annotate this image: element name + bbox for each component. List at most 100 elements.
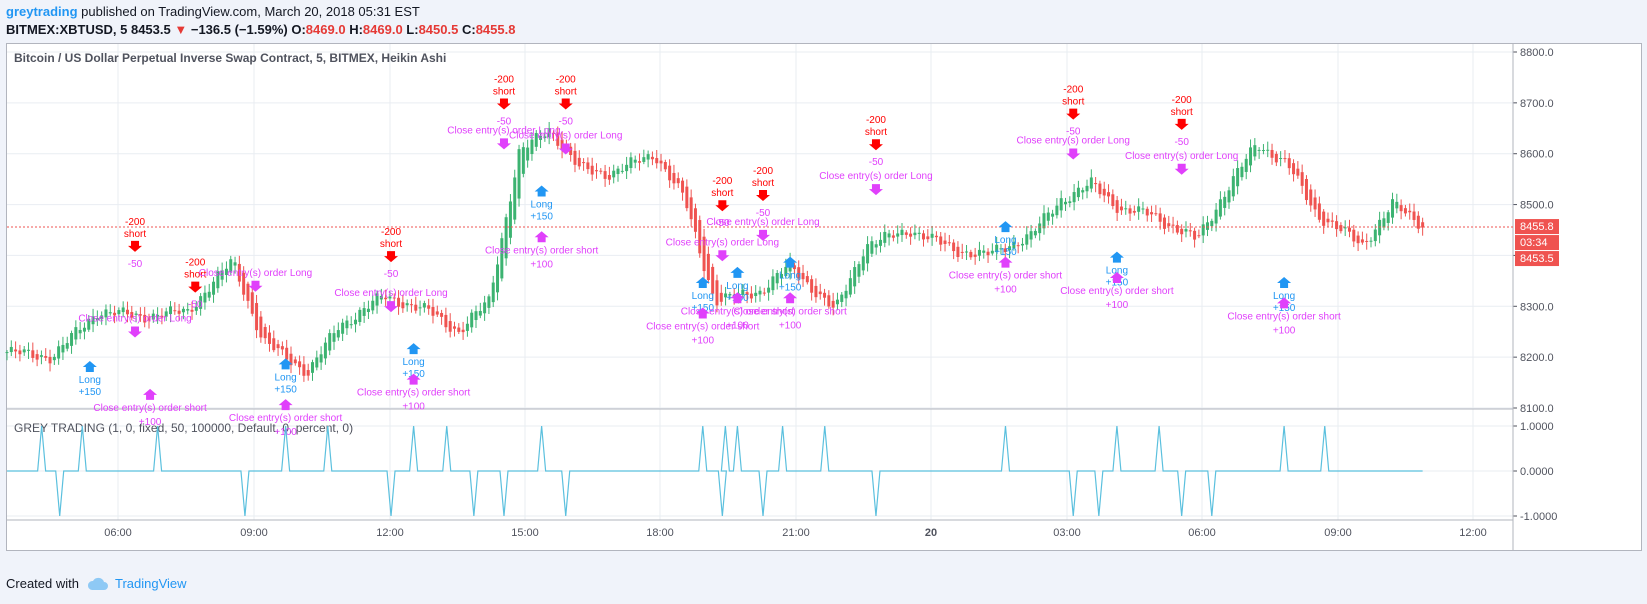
candle-body [672,172,676,184]
candle-body [246,283,250,301]
candle-body [496,264,500,293]
candle-body [1382,218,1386,228]
candle-body [1330,220,1334,222]
candle-body [78,329,82,334]
short-value-label: -200 [494,75,514,86]
short-arrow-icon [1066,108,1081,120]
candle-body [762,292,766,294]
candle-body [513,177,517,220]
candle-body [354,319,358,325]
candle-body [169,306,173,315]
candle-body [1261,150,1265,152]
candle-body [280,346,284,350]
candle-body [91,316,95,325]
candle-body [1391,199,1395,218]
chart-title: Bitcoin / US Dollar Perpetual Inverse Sw… [14,51,446,65]
long-label: Long [79,375,101,386]
candle-body [1076,187,1080,198]
short-label: short [1171,107,1193,118]
candle-body [336,330,340,338]
close-short-arrow-icon [143,388,158,400]
candle-body [52,356,56,361]
close-short-label: Close entry(s) order short [93,403,207,414]
candle-body [18,350,22,355]
candle-body [1279,158,1283,160]
candle-body [276,344,280,349]
candle-body [160,315,164,318]
candle-body [1038,223,1042,234]
candle-body [1012,242,1016,249]
x-tick-label: 06:00 [1188,527,1216,539]
candle-body [1137,206,1141,212]
candle-body [1197,235,1201,237]
candle-body [194,306,198,311]
x-tick-label: 03:00 [1053,527,1081,539]
candle-body [164,311,168,317]
candle-body [444,314,448,328]
candle-body [681,180,685,193]
open-label: O: [291,22,306,37]
candle-body [1309,189,1313,206]
short-arrow-icon [558,98,573,110]
candle-body [947,242,951,244]
candle-body [904,232,908,235]
candle-body [1313,197,1317,210]
candle-body [810,279,814,293]
candle-body [1042,213,1046,229]
candle-body [625,164,629,172]
candle-body [797,267,801,279]
close-long-label: Close entry(s) order Long [509,130,622,141]
high-value: 8469.0 [362,22,403,37]
long-value-label: +150 [79,387,102,398]
candle-body [831,300,835,308]
close-short-label: Close entry(s) order short [681,306,795,317]
candle-body [702,236,706,272]
candle-body [341,322,345,334]
candle-body [1416,215,1420,229]
tradingview-brand: TradingView [114,576,187,591]
candle-body [973,254,977,257]
short-arrow-icon [188,281,203,293]
tradingview-logo[interactable]: TradingView [87,576,187,591]
username-link[interactable]: greytrading [6,4,78,19]
candle-body [1016,245,1020,247]
candle-body [1292,163,1296,175]
y-tick-label: 8200.0 [1520,352,1554,364]
symbol-line: BITMEX:XBTUSD, 5 8453.5 ▼ −136.5 (−1.59%… [6,22,515,37]
candle-body [1085,185,1089,192]
candle-body [440,312,444,317]
candle-body [487,296,491,308]
candle-body [448,321,452,332]
candle-body [594,170,598,172]
candle-body [323,342,327,359]
candle-body [1214,209,1218,224]
candle-body [1128,208,1132,214]
close-long-label: Close entry(s) order Long [78,314,191,325]
candle-body [220,270,224,280]
candle-body [1253,145,1257,157]
close-short-arrow-icon [406,373,421,385]
long-value-label: +150 [1273,303,1296,314]
close-value: 8455.8 [475,22,516,37]
candle-body [1158,213,1162,222]
close-short-label: Close entry(s) order short [357,388,471,399]
candle-body [896,233,900,237]
candle-body [461,329,465,333]
close-arrow-icon [496,138,511,150]
candle-body [805,276,809,283]
candle-body [818,291,822,295]
candle-body [427,305,431,309]
candle-body [827,295,831,307]
candle-body [1064,201,1068,205]
candle-body [939,236,943,245]
candle-body [1378,219,1382,236]
candle-body [237,263,241,282]
candle-body [1274,153,1278,163]
candle-body [1141,208,1145,210]
candle-body [771,276,775,291]
close-value-label: -50 [756,208,771,219]
candle-body [39,355,43,357]
candle-body [698,220,702,254]
x-tick-label: 09:00 [240,527,268,539]
